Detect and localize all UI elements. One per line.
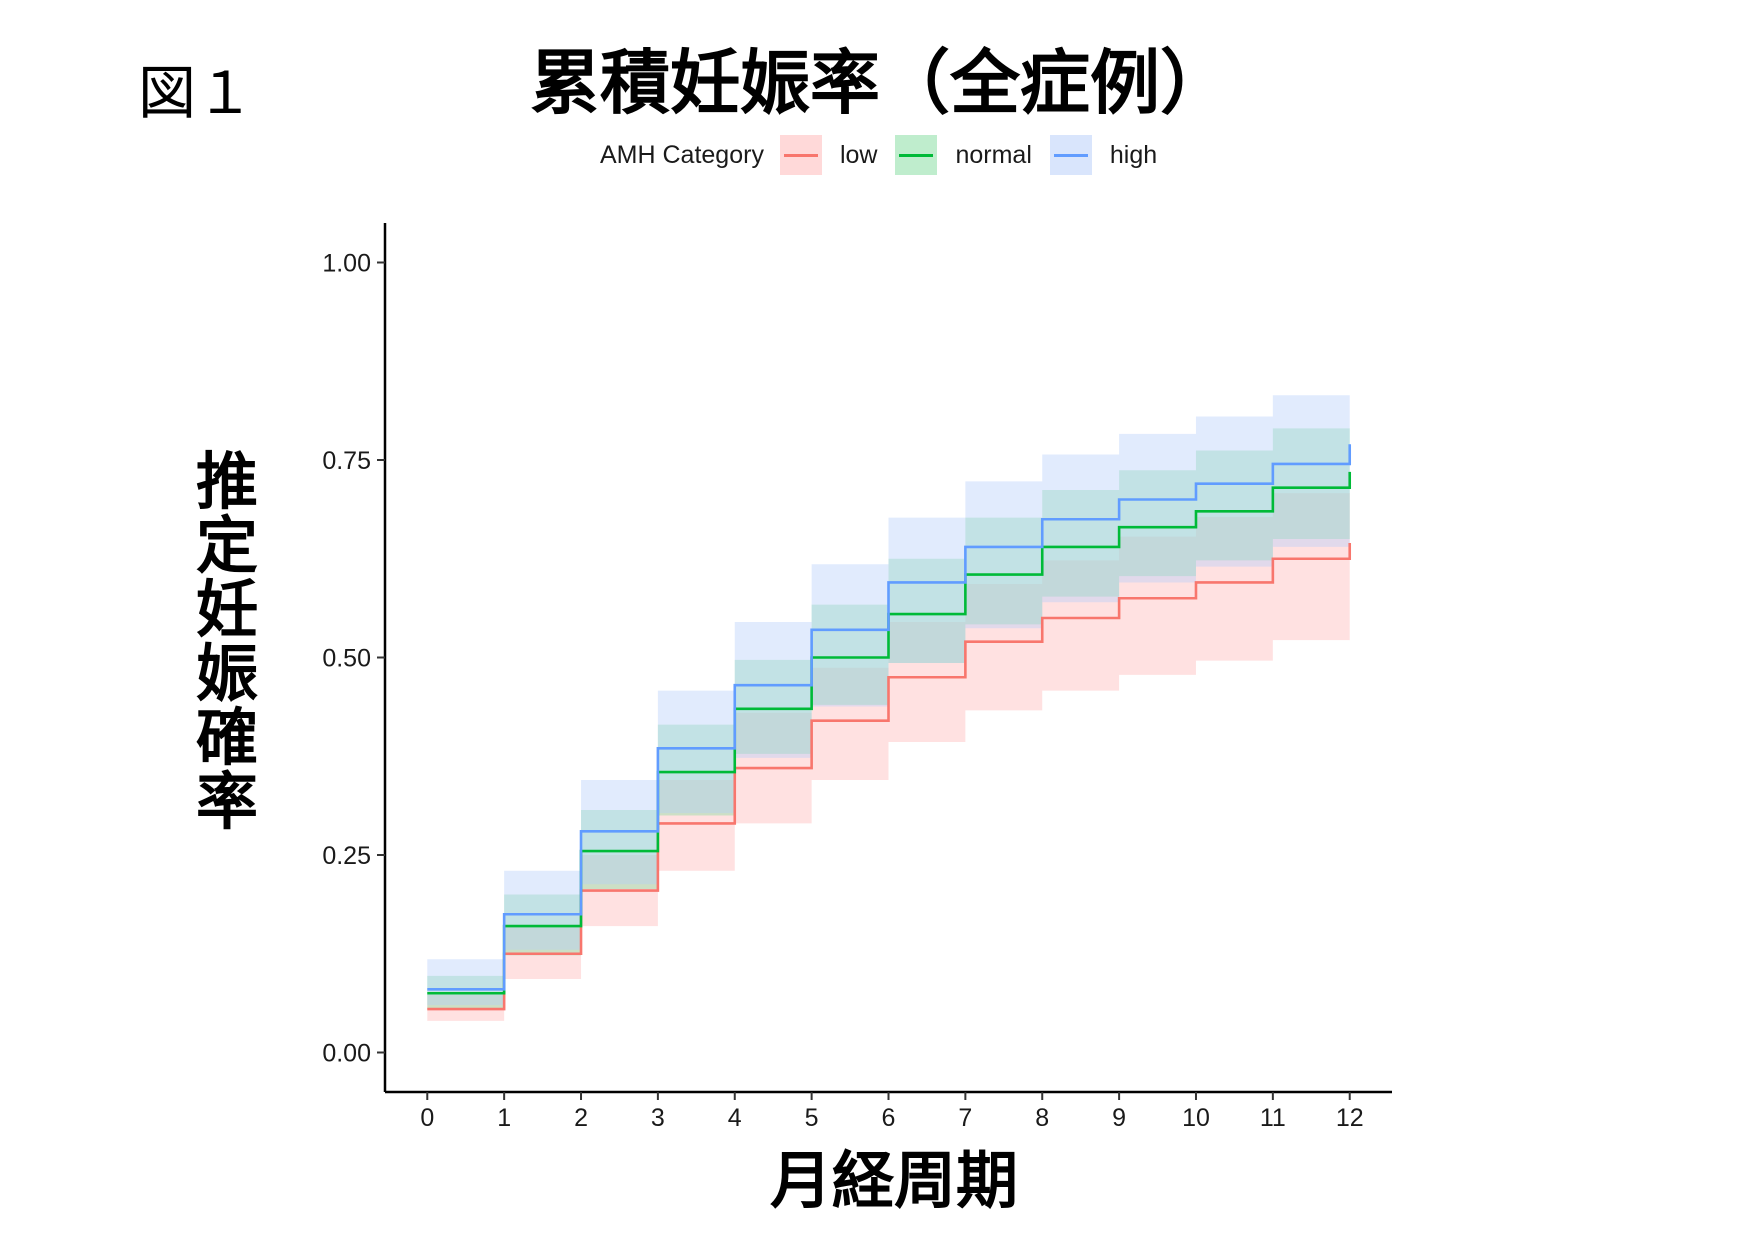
x-tick-label: 0 [420, 1104, 434, 1132]
x-axis-title: 月経周期 [770, 1144, 1019, 1217]
line-high [427, 444, 1352, 991]
chart-title: 累積妊娠率（全症例） [530, 42, 1230, 124]
legend-item-high: high [1049, 135, 1158, 175]
legend-title: AMH Category [600, 140, 764, 169]
x-tick-label: 3 [651, 1104, 665, 1132]
legend-label-high: high [1109, 140, 1158, 169]
y-axis-title: 推定妊娠確率 [195, 445, 258, 838]
survival-lines [427, 444, 1352, 1011]
legend-item-low: low [779, 135, 878, 175]
legend: AMH Category low normal high [600, 135, 1175, 175]
legend-label-normal: normal [955, 140, 1032, 169]
y-tick-label: 0.50 [322, 645, 371, 673]
figure-label: 図１ [138, 59, 255, 127]
x-tick-label: 5 [805, 1104, 819, 1132]
x-tick-label: 1 [497, 1104, 511, 1132]
x-tick-label: 10 [1182, 1104, 1210, 1132]
y-tick-label: 0.75 [322, 447, 371, 475]
legend-label-low: low [839, 140, 878, 169]
legend-key-low [779, 135, 822, 175]
x-tick-label: 6 [882, 1104, 896, 1132]
x-tick-label: 12 [1336, 1104, 1364, 1132]
x-tick-label: 11 [1260, 1104, 1286, 1132]
x-tick-label: 8 [1035, 1104, 1049, 1132]
legend-key-high [1049, 135, 1092, 175]
y-tick-label: 0.00 [322, 1040, 371, 1068]
x-tick-label: 4 [728, 1104, 742, 1132]
y-tick-label: 1.00 [322, 250, 371, 278]
x-tick-label: 9 [1112, 1104, 1126, 1132]
y-tick-label: 0.25 [322, 842, 371, 870]
legend-item-normal: normal [895, 135, 1032, 175]
legend-key-normal [895, 135, 938, 175]
axes: 0 1 2 3 4 5 6 7 8 9 10 11 120.000.250.500.751.00 [322, 223, 1392, 1132]
x-tick-label: 7 [958, 1104, 972, 1132]
x-tick-label: 2 [574, 1104, 588, 1132]
